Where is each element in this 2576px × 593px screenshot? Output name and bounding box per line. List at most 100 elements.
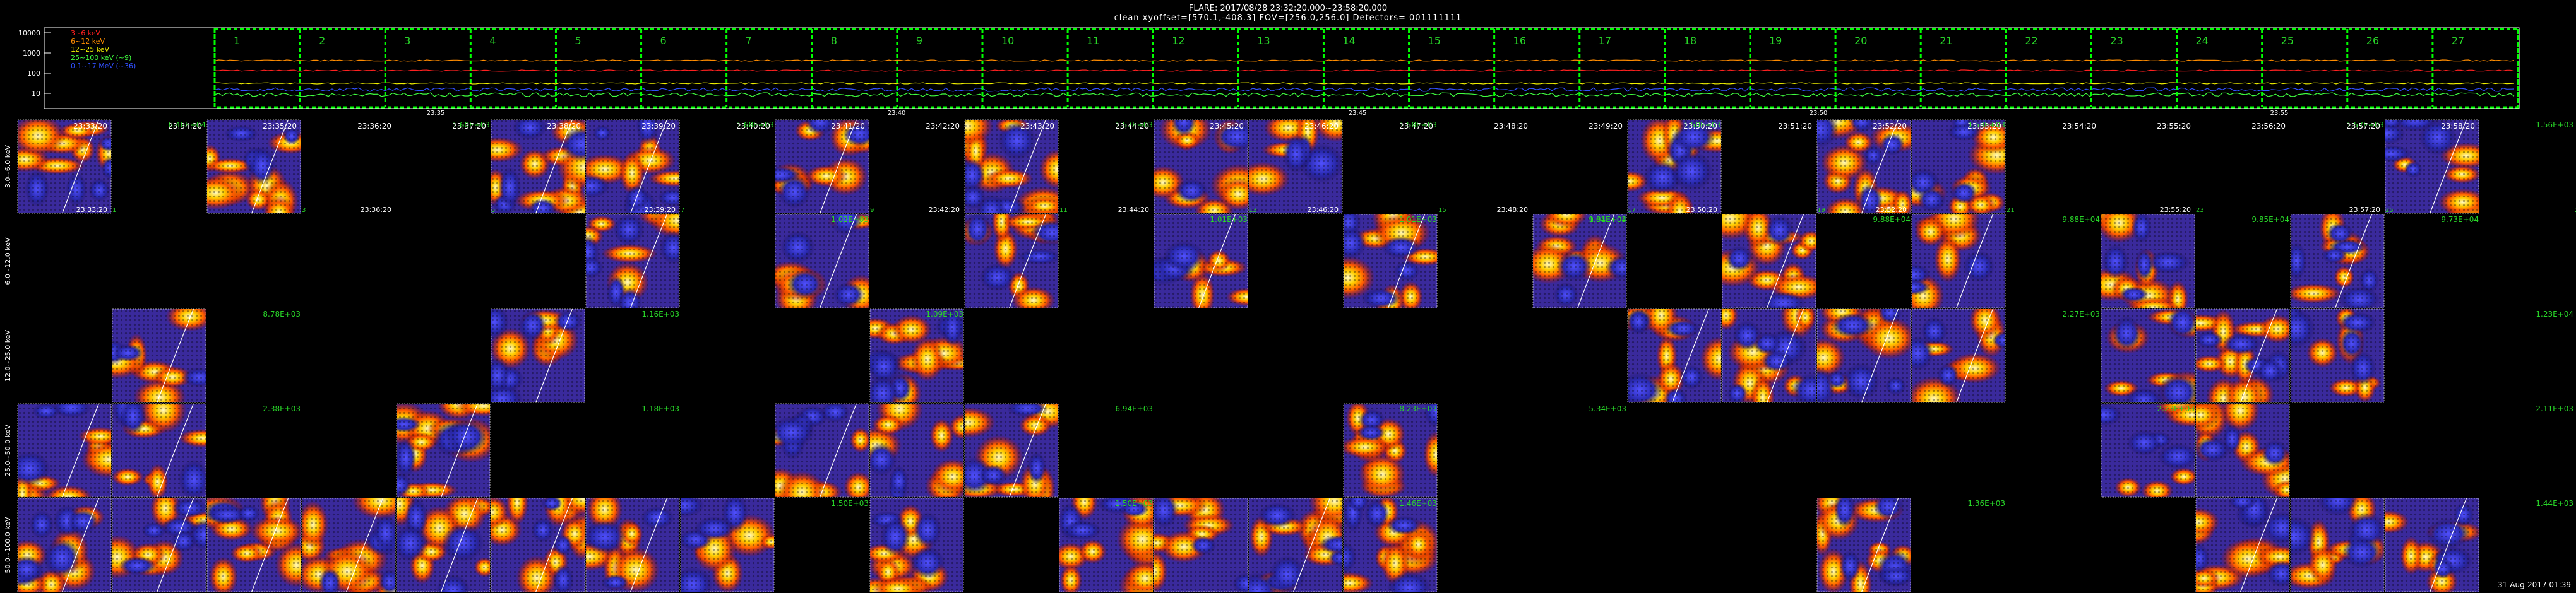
- interval-number: 7: [746, 35, 752, 47]
- limb-contour: [441, 404, 479, 497]
- interval-time-label: 23:39:20: [641, 122, 676, 131]
- limb-contour: [2335, 214, 2373, 308]
- interval-number: 11: [1087, 35, 1099, 47]
- interval-time-label: 23:46:20: [1308, 206, 1339, 214]
- interval-number: 24: [2196, 35, 2209, 47]
- interval-number: 10: [1001, 35, 1014, 47]
- image-tile: [112, 498, 206, 592]
- dither-overlay: [491, 309, 585, 402]
- dither-overlay: [1912, 214, 2005, 308]
- dither-overlay: [775, 404, 869, 497]
- image-tile: [1816, 308, 1911, 403]
- interval-time-label: 23:48:20: [1497, 206, 1528, 214]
- limb-contour: [1388, 214, 1426, 308]
- image-tile: [17, 119, 112, 214]
- energy-band-labels: 3.0~6.0 keV 6.0~12.0 keV 12.0~25.0 keV 25.0…: [4, 145, 12, 573]
- image-tile: [206, 498, 301, 592]
- dither-overlay: [491, 120, 585, 213]
- interval-number: 23: [2110, 35, 2123, 47]
- interval-time-label: 23:55:20: [2160, 206, 2191, 214]
- image-tile: [1248, 119, 1343, 214]
- dither-overlay: [1722, 309, 1816, 402]
- legend-entry: 6~12 keV: [71, 37, 105, 45]
- image-tile: [396, 403, 491, 498]
- interval-time-label: 23:47:20: [1399, 122, 1433, 131]
- peak-value-label: 1.50E+03: [1683, 120, 1721, 129]
- interval-time-label: 23:42:20: [926, 122, 960, 131]
- interval-time-label: 23:49:20: [1589, 122, 1623, 131]
- dither-overlay: [681, 498, 774, 592]
- dither-overlay: [2385, 498, 2479, 592]
- limb-contour: [535, 309, 573, 402]
- peak-value-label: 1.01E+03: [1399, 215, 1437, 224]
- tile-labels: 23:33:20 23:34:20 23:35:20 23:36:20 23:37:20…: [73, 120, 2576, 508]
- interval-number: 27: [2575, 207, 2576, 214]
- peak-value-label: 2.38E+03: [263, 404, 301, 413]
- limb-contour: [630, 498, 668, 592]
- interval-time-label: 23:42:20: [929, 206, 960, 214]
- peak-value-label: 1.50E+03: [1115, 499, 1153, 508]
- dither-overlay: [2385, 120, 2479, 213]
- peak-value-label: 1.58E+03: [1399, 120, 1437, 129]
- image-tile: [1816, 498, 1911, 592]
- interval-number: 26: [2366, 35, 2379, 47]
- image-tile: [1722, 214, 1816, 308]
- image-tile: [1059, 498, 1154, 592]
- image-tile: [491, 119, 585, 214]
- legend-entry: 0.1~17 MeV (~36): [71, 62, 136, 70]
- image-tile: [1248, 498, 1343, 592]
- dither-overlay: [1344, 214, 1437, 308]
- dither-overlay: [302, 498, 395, 592]
- image-tile: [2290, 214, 2385, 308]
- limb-contour: [157, 498, 194, 592]
- interval-number: 17: [1599, 35, 1611, 47]
- image-tile: [775, 403, 869, 498]
- interval-number: 15: [1438, 207, 1446, 214]
- dither-overlay: [1912, 120, 2005, 213]
- limb-contour: [1293, 498, 1331, 592]
- y-tick-label: 100: [27, 69, 40, 78]
- dither-overlay: [112, 309, 206, 402]
- lightcurve-time-axis: 23:35 23:40 23:45 23:50 23:55: [427, 110, 2289, 117]
- interval-number: 15: [1428, 35, 1441, 47]
- image-tile: [585, 214, 680, 308]
- dither-overlay: [1154, 498, 1248, 592]
- peak-value-label: 1.02E+03: [831, 215, 869, 224]
- interval-time-label: 23:53:20: [1967, 122, 2001, 131]
- peak-value-label: 8.23E+03: [1399, 404, 1437, 413]
- interval-number: 23: [2196, 207, 2204, 214]
- limb-contour: [2240, 309, 2278, 402]
- energy-band-label: 6.0~12.0 keV: [4, 237, 12, 285]
- interval-number: 22: [2025, 35, 2037, 47]
- dither-overlay: [586, 498, 679, 592]
- image-tile: [1911, 308, 2006, 403]
- limb-contour: [62, 404, 100, 497]
- dither-overlay: [2291, 309, 2384, 402]
- peak-value-label: 1.44E+03: [2536, 499, 2573, 508]
- peak-value-label: 1.23E+04: [2536, 310, 2573, 319]
- image-tile: [17, 403, 112, 498]
- interval-time-label: 23:38:20: [547, 122, 581, 131]
- dither-overlay: [870, 309, 963, 402]
- interval-number: 9: [870, 207, 874, 214]
- dither-overlay: [870, 404, 963, 497]
- dither-overlay: [1912, 309, 2005, 402]
- dither-overlay: [397, 404, 490, 497]
- legend-entry: 3~6 keV: [71, 29, 100, 37]
- dither-overlay: [1817, 498, 1911, 592]
- interval-number: 13: [1249, 207, 1257, 214]
- dither-overlay: [18, 404, 111, 497]
- dither-overlay: [1059, 498, 1153, 592]
- dither-overlay: [1154, 214, 1248, 308]
- image-tile: [206, 119, 301, 214]
- peak-value-label: 5.34E+03: [1589, 404, 1626, 413]
- energy-band-label: 50.0~100.0 keV: [4, 517, 12, 573]
- dither-overlay: [586, 214, 679, 308]
- limb-contour: [630, 214, 668, 308]
- interval-time-label: 23:52:20: [1876, 206, 1907, 214]
- peak-value-label: 9.84E+04: [1589, 215, 1626, 224]
- image-tile: [775, 214, 869, 308]
- limb-contour: [1767, 309, 1804, 402]
- image-tile: [585, 498, 680, 592]
- interval-time-label: 23:36:20: [357, 122, 391, 131]
